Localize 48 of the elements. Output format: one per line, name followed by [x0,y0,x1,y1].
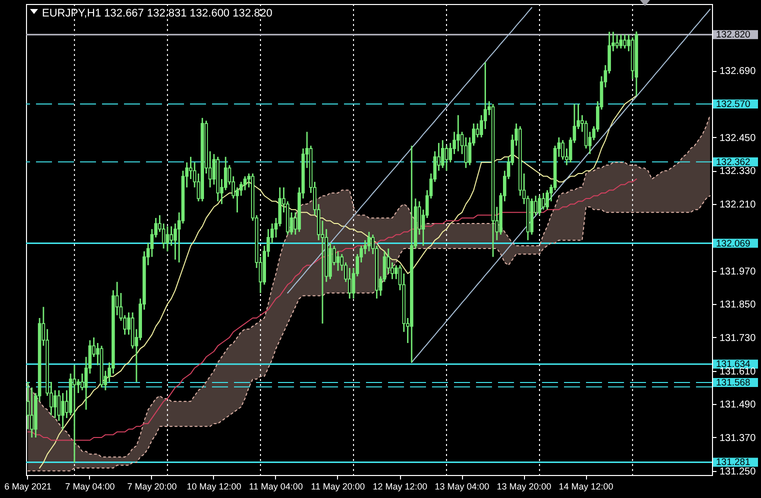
x-tick-label: 12 May 12:00 [372,482,428,492]
y-tick-label: 131.490 [720,400,756,411]
y-tick-label: 132.210 [720,200,756,211]
candlestick [53,390,57,419]
candlestick [440,139,444,169]
ref-line-label: 132.069 [716,238,750,250]
ref-line-label: 132.820 [716,30,750,41]
candlestick [456,114,460,152]
x-tick-label: 10 May 12:00 [186,482,242,492]
candlestick [166,226,170,252]
line-series [411,8,711,363]
line-series [27,178,637,441]
candlestick [76,378,80,394]
y-tick-label: 131.850 [720,300,756,311]
candlestick [336,250,340,272]
line-series [39,95,637,469]
x-tick-label: 11 May 04:00 [249,482,303,492]
candlestick [619,34,623,50]
y-tick-label: 132.450 [720,132,756,144]
candlestick [538,195,542,216]
candlestick [615,34,619,50]
candlestick [444,145,448,172]
x-tick-label: 7 May 20:00 [127,482,177,492]
candlestick [72,364,76,464]
candlestick [623,34,626,50]
chart-title: EURJPY,H1 132.667 132.831 132.600 132.820 [42,8,272,20]
candlestick [542,192,546,210]
y-tick-label: 131.370 [720,432,756,444]
candlestick [61,392,64,430]
ref-line-label: 132.570 [716,99,750,110]
y-tick-label: 131.970 [720,266,756,278]
ref-line-label: 131.281 [716,457,750,468]
line-series [27,195,711,472]
x-tick-label: 13 May 20:00 [496,482,552,492]
line-series [287,7,532,294]
ref-line-label: 132.362 [716,156,750,168]
candlestick [367,231,371,252]
x-tick-label: 14 May 12:00 [558,482,614,492]
x-tick-label: 7 May 04:00 [65,482,115,492]
x-tick-label: 6 May 2021 [4,482,52,492]
y-tick-label: 132.330 [720,166,756,178]
ref-line-label: 131.568 [716,377,750,388]
x-tick-label: 11 May 20:00 [311,482,365,492]
y-tick-label: 132.690 [720,66,756,78]
y-tick-label: 131.730 [720,332,756,344]
candlestick [170,226,173,246]
y-tick-label: 131.250 [720,466,756,478]
x-tick-label: 13 May 04:00 [434,482,490,492]
